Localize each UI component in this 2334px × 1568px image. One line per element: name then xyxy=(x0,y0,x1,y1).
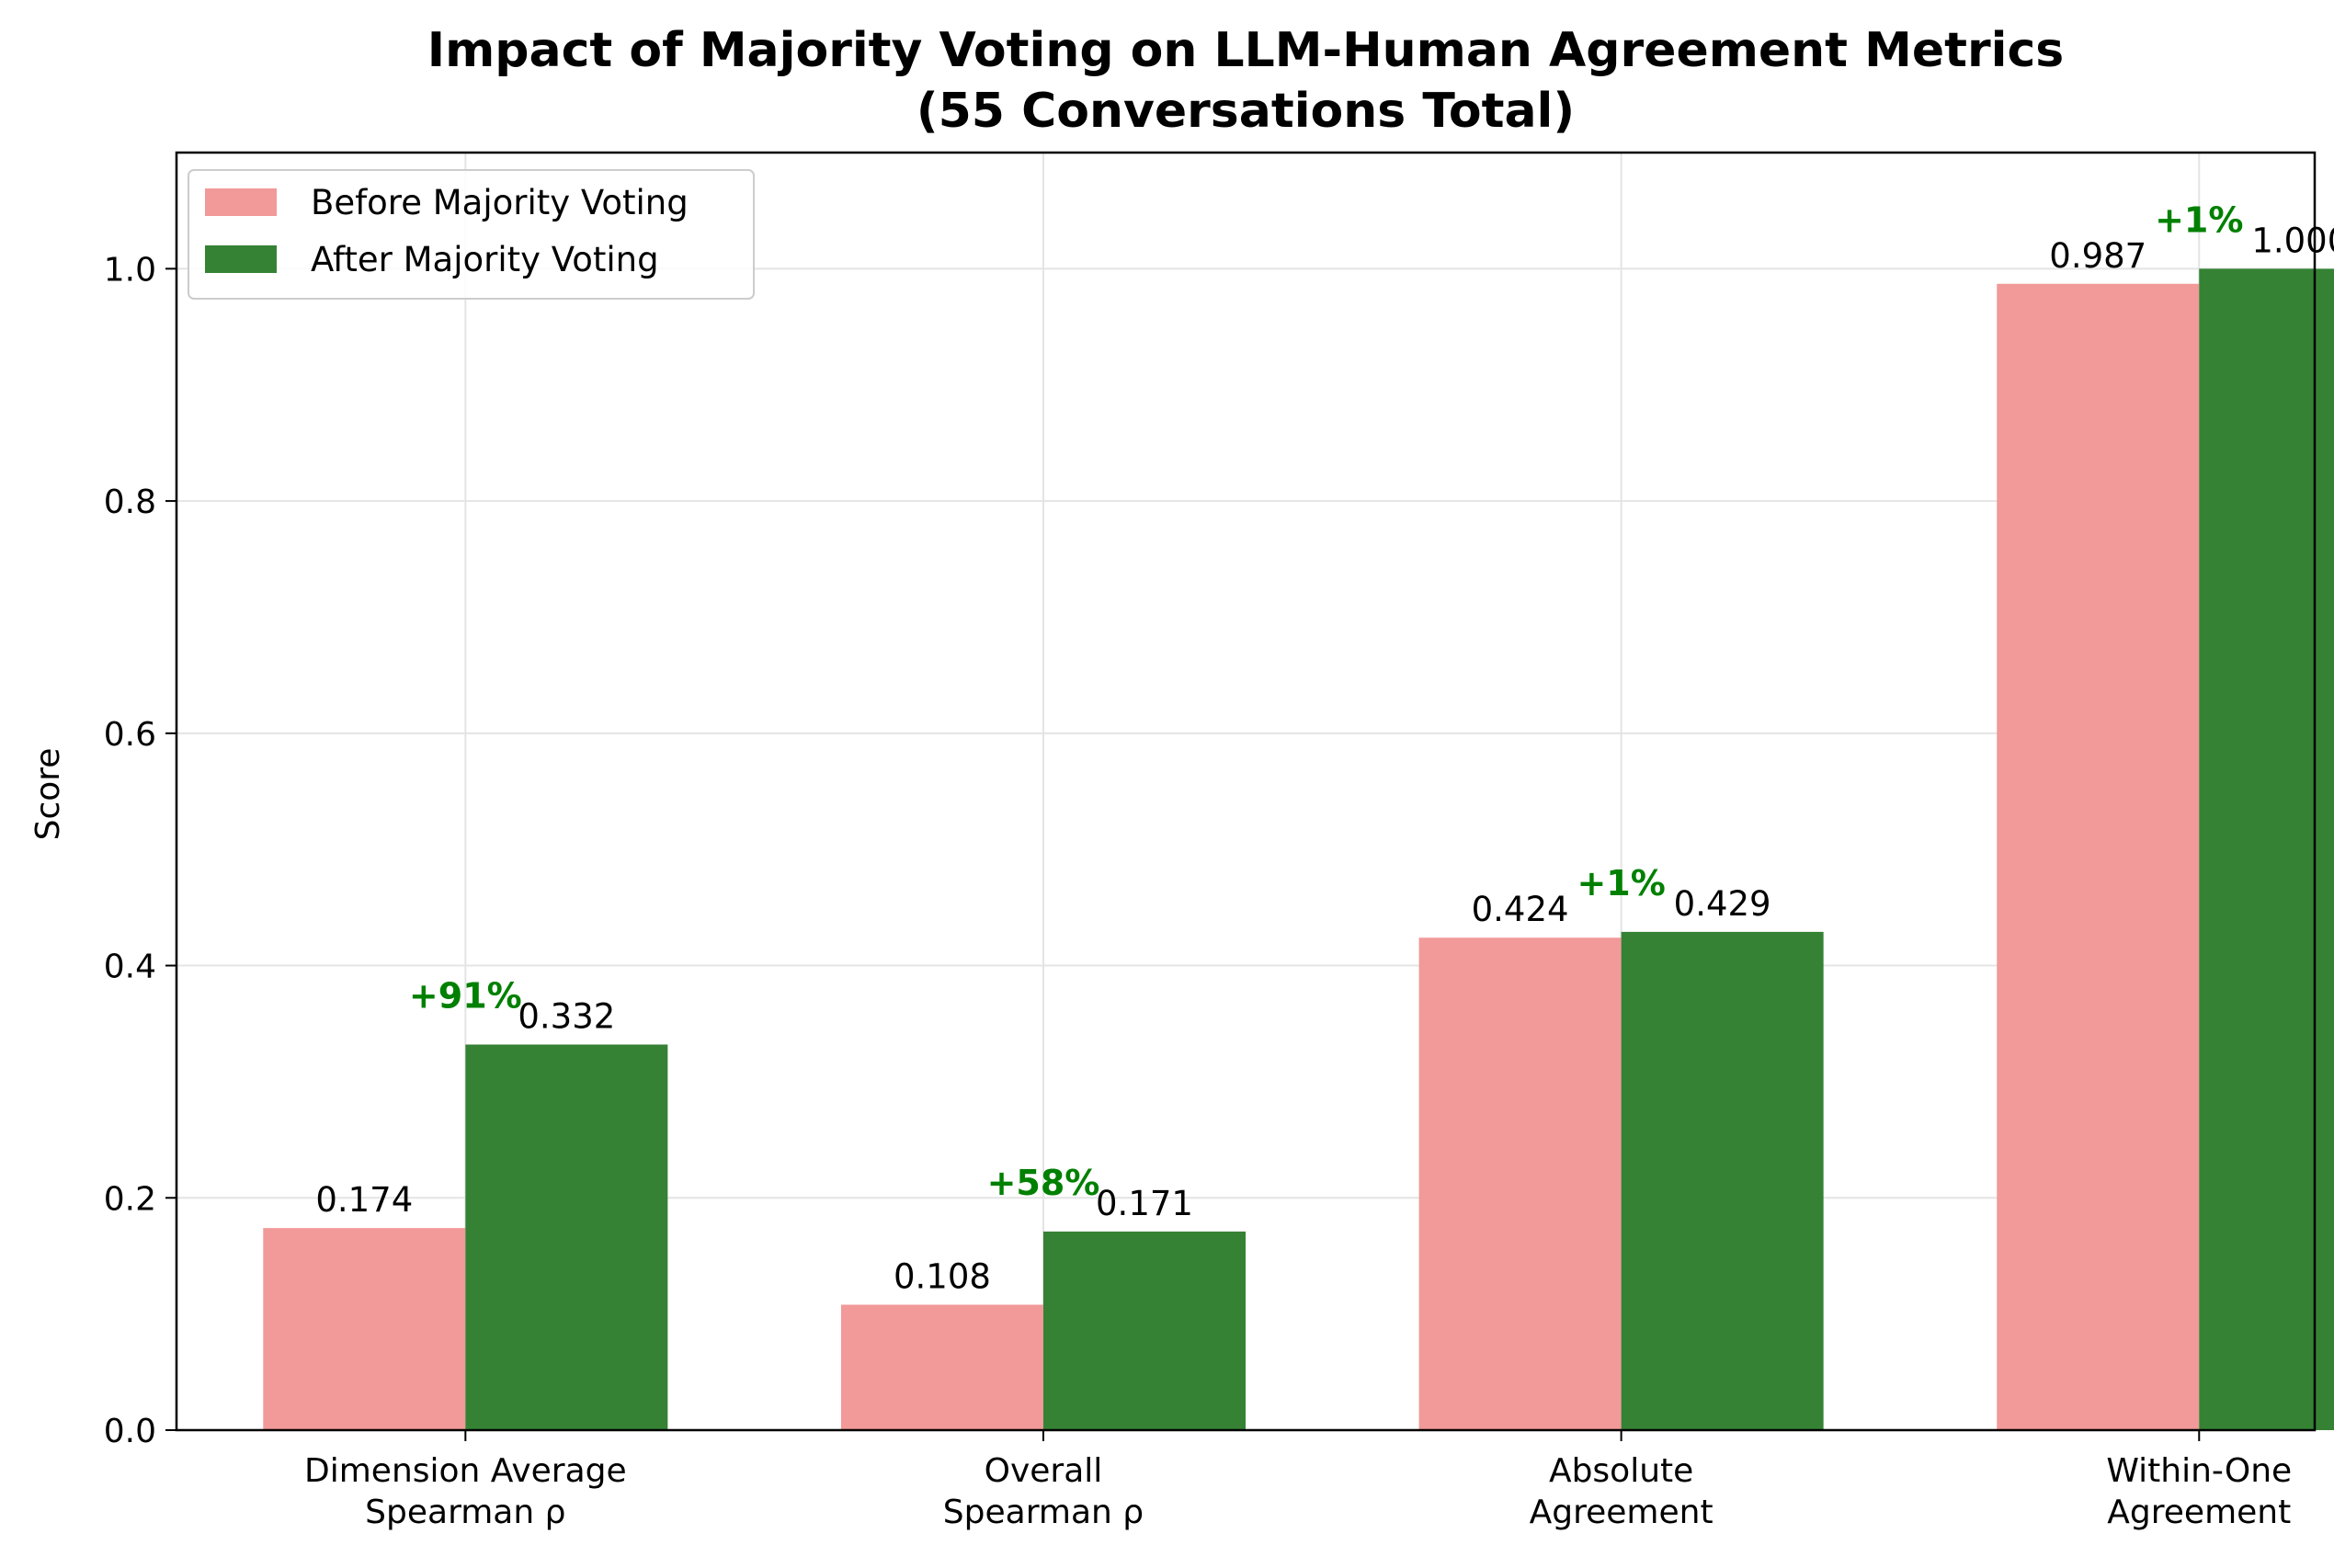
legend-swatch xyxy=(205,188,277,216)
value-label-before: 0.174 xyxy=(315,1180,413,1220)
x-tick-label: Absolute Agreement xyxy=(1530,1452,1713,1531)
bar-after xyxy=(1621,931,1824,1430)
y-tick-label: 0.4 xyxy=(104,949,156,986)
x-tick-label: Within-One Agreement xyxy=(2106,1452,2292,1531)
bar-after xyxy=(1042,1231,1246,1430)
improvement-label: +1% xyxy=(1577,863,1665,903)
legend-swatch xyxy=(205,245,277,273)
y-tick-label: 0.8 xyxy=(104,483,156,521)
y-tick-label: 1.0 xyxy=(104,251,156,289)
y-axis-label: Score xyxy=(29,748,67,841)
bars xyxy=(263,268,2334,1431)
y-tick-label: 0.6 xyxy=(104,716,156,754)
improvement-label: +58% xyxy=(987,1163,1100,1203)
value-label-after: 0.429 xyxy=(1674,884,1771,924)
axis-ticks: 0.0 0.2 0.4 0.6 0.8 1.0 Dimension Average Spear… xyxy=(104,251,2292,1531)
value-label-after: 1.000 xyxy=(2251,221,2334,260)
value-labels: 0.174 0.108 0.424 0.987 0.332 0.171 0.429 1.000… xyxy=(315,199,2334,1296)
bar-before xyxy=(840,1304,1043,1430)
bar-after xyxy=(2199,268,2334,1430)
bar-before xyxy=(1418,937,1622,1430)
improvement-label: +91% xyxy=(409,975,522,1016)
value-label-before: 0.424 xyxy=(1472,890,1569,929)
value-label-before: 0.987 xyxy=(2049,236,2146,276)
legend-box xyxy=(188,169,755,300)
improvement-label: +1% xyxy=(2155,199,2243,240)
x-tick-label: Dimension Average Spearman ρ xyxy=(304,1452,627,1531)
value-label-after: 0.171 xyxy=(1096,1184,1193,1223)
legend-label: After Majority Voting xyxy=(311,240,659,279)
bar-before xyxy=(263,1228,466,1430)
plot-frame xyxy=(175,151,2317,1432)
value-label-after: 0.332 xyxy=(518,996,615,1036)
x-tick-label: Overall Spearman ρ xyxy=(943,1452,1144,1531)
y-tick-label: 0.2 xyxy=(104,1180,156,1218)
bar-before xyxy=(1997,283,2200,1431)
y-tick-label: 0.0 xyxy=(104,1413,156,1450)
legend-label: Before Majority Voting xyxy=(311,183,689,222)
chart-title: Impact of Majority Voting on LLM-Human A… xyxy=(427,23,2065,78)
value-label-before: 0.108 xyxy=(894,1257,991,1297)
chart-subtitle: (55 Conversations Total) xyxy=(917,84,1575,139)
bar-after xyxy=(465,1044,668,1430)
legend: Before Majority Voting After Majority Vot… xyxy=(188,169,755,300)
